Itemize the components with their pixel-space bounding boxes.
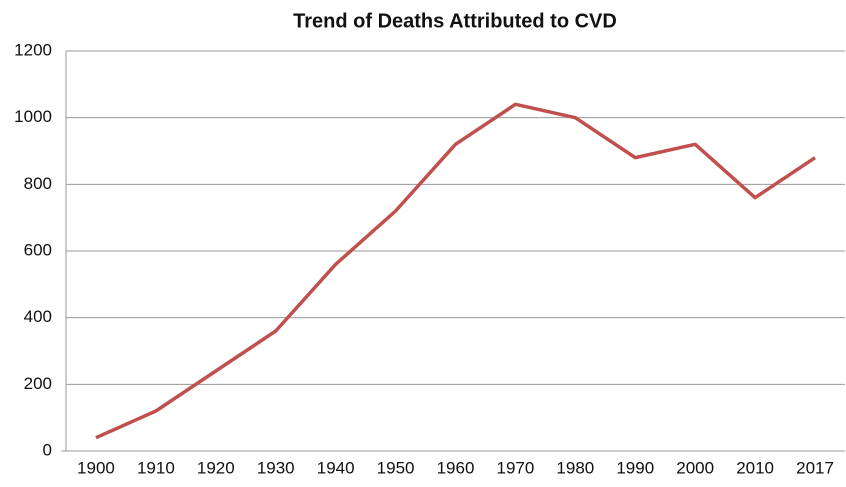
x-tick-label: 1930 — [257, 458, 295, 477]
y-tick-label: 1200 — [14, 40, 52, 59]
x-tick-label: 2017 — [796, 458, 834, 477]
x-tick-label: 1910 — [137, 458, 175, 477]
x-tick-label: 1980 — [556, 458, 594, 477]
y-tick-label: 400 — [24, 307, 52, 326]
data-line — [95, 102, 817, 440]
y-tick-label: 0 — [43, 440, 52, 459]
y-tick-label: 200 — [24, 374, 52, 393]
y-tick-label: 600 — [24, 240, 52, 259]
y-tick-label: 1000 — [14, 107, 52, 126]
x-tick-label: 1940 — [317, 458, 355, 477]
y-tick-label: 800 — [24, 174, 52, 193]
x-tick-label: 2010 — [736, 458, 774, 477]
x-tick-label: 1920 — [197, 458, 235, 477]
x-tick-label: 1900 — [77, 458, 115, 477]
chart-title: Trend of Deaths Attributed to CVD — [293, 10, 617, 32]
x-tick-label: 1970 — [497, 458, 535, 477]
x-tick-label: 1990 — [616, 458, 654, 477]
x-tick-label: 2000 — [676, 458, 714, 477]
x-tick-label: 1950 — [377, 458, 415, 477]
x-tick-label: 1960 — [437, 458, 475, 477]
